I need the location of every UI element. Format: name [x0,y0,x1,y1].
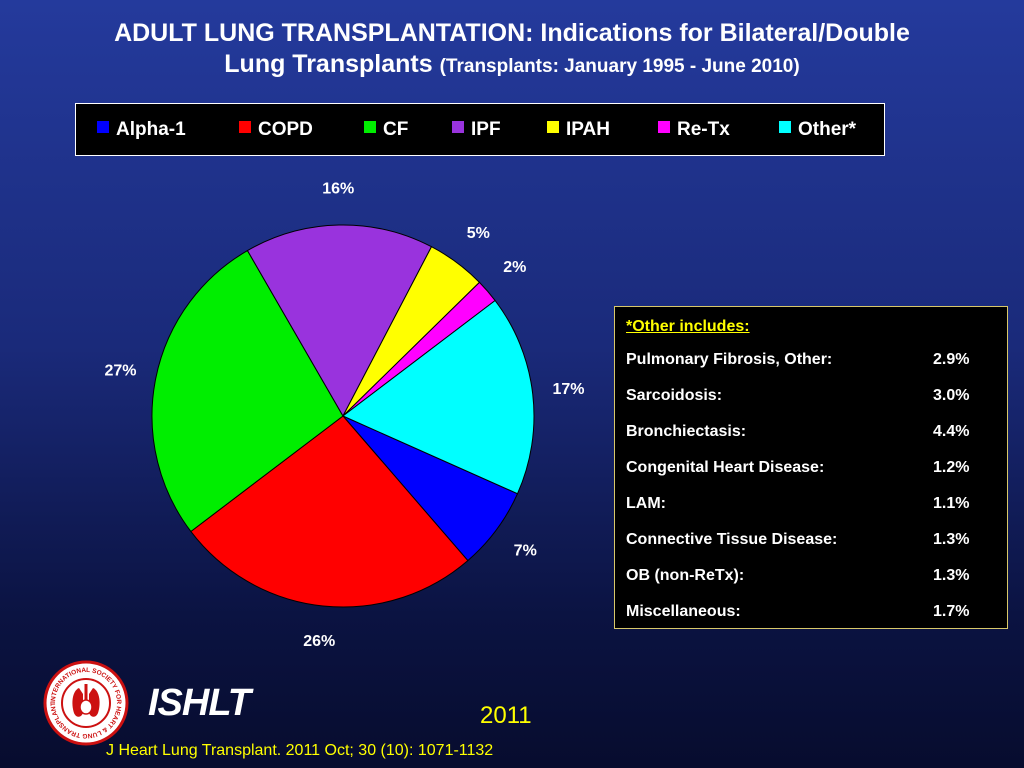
other-row-pulmonary-fibrosis-other: Pulmonary Fibrosis, Other: 2.9% [626,351,996,371]
title-line-1: ADULT LUNG TRANSPLANTATION: Indications … [114,19,910,47]
chart-legend: Alpha-1 COPD CF IPF IPAH Re-Tx Other* [75,103,885,156]
report-year: 2011 [480,702,532,729]
other-row-name: Bronchiectasis: [626,423,747,440]
data-label-other: 17% [552,381,584,398]
other-row-value: 1.1% [933,495,970,512]
legend-label-other: Other* [798,119,857,140]
legend-item-copd: COPD [238,120,313,140]
data-label-cf: 27% [104,362,136,379]
other-row-sarcoidosis: Sarcoidosis: 3.0% [626,387,996,407]
other-row-name: Connective Tissue Disease: [626,531,838,548]
data-label-copd: 26% [303,633,335,650]
other-row-bronchiectasis: Bronchiectasis: 4.4% [626,423,996,443]
other-row-ob-non-retx: OB (non-ReTx): 1.3% [626,567,996,587]
other-row-name: Congenital Heart Disease: [626,459,825,476]
legend-swatch-cf [363,120,377,134]
other-row-congenital-heart-disease: Congenital Heart Disease: 1.2% [626,459,996,479]
legend-swatch-other [778,120,792,134]
pie-slice-other [342,299,535,495]
legend-label-copd: COPD [258,119,313,140]
legend-item-other: Other* [778,120,856,140]
legend-label-cf: CF [383,119,409,140]
other-row-value: 1.2% [933,459,970,476]
pie-slice-copd [190,415,469,608]
other-includes-box: *Other includes: Pulmonary Fibrosis, Oth… [614,306,1008,629]
other-row-value: 1.3% [933,531,970,548]
page-title: ADULT LUNG TRANSPLANTATION: Indications … [0,18,1024,82]
other-row-name: LAM: [626,495,666,512]
legend-label-ipah: IPAH [566,119,610,140]
other-row-value: 4.4% [933,423,970,440]
data-label-alpha-1: 7% [514,543,537,560]
other-row-name: Miscellaneous: [626,603,741,620]
legend-swatch-ipah [546,120,560,134]
legend-item-alpha-1: Alpha-1 [96,120,186,140]
other-row-name: Pulmonary Fibrosis, Other: [626,351,833,368]
other-row-value: 3.0% [933,387,970,404]
other-row-name: OB (non-ReTx): [626,567,745,584]
pie-slice-cf [151,249,344,533]
title-line-2: Lung Transplants (Transplants: January 1… [0,49,1024,82]
other-row-lam: LAM: 1.1% [626,495,996,515]
legend-item-re-tx: Re-Tx [657,120,730,140]
legend-item-cf: CF [363,120,408,140]
other-row-miscellaneous: Miscellaneous: 1.7% [626,603,996,623]
other-row-value: 1.3% [933,567,970,584]
other-row-value: 1.7% [933,603,970,620]
legend-swatch-copd [238,120,252,134]
legend-label-alpha-1: Alpha-1 [116,119,186,140]
other-row-name: Sarcoidosis: [626,387,723,404]
data-label-re-tx: 2% [503,259,526,276]
legend-label-ipf: IPF [471,119,501,140]
legend-item-ipf: IPF [451,120,501,140]
legend-swatch-re-tx [657,120,671,134]
other-row-connective-tissue-disease: Connective Tissue Disease: 1.3% [626,531,996,551]
journal-citation: J Heart Lung Transplant. 2011 Oct; 30 (1… [106,742,494,759]
legend-swatch-ipf [451,120,465,134]
pie-slice-ipf [246,224,433,418]
ishlt-brand: ISHLT [148,682,251,724]
ishlt-logo: INTERNATIONAL SOCIETY FOR HEART & LUNG T… [43,660,129,746]
data-label-ipah: 5% [467,225,490,242]
other-includes-heading: *Other includes: [626,318,750,335]
other-row-value: 2.9% [933,351,970,368]
legend-label-re-tx: Re-Tx [677,119,730,140]
title-line-2-main: Lung Transplants [224,50,433,78]
legend-item-ipah: IPAH [546,120,610,140]
title-date-range: (Transplants: January 1995 - June 2010) [439,56,800,77]
data-label-ipf: 16% [322,180,354,197]
legend-swatch-alpha-1 [96,120,110,134]
